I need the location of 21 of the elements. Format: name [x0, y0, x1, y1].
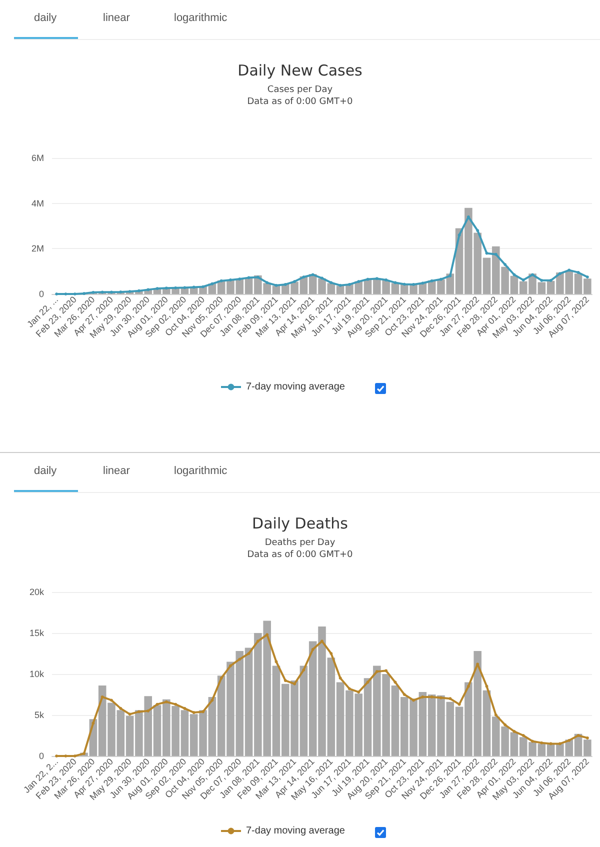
legend-label: 7-day moving average [246, 382, 346, 392]
legend-label: 7-day moving average [246, 826, 346, 836]
y-tick-label: 5k [34, 710, 44, 720]
chart-subtitle: Cases per Day Data as of 0:00 GMT+0 [247, 85, 354, 107]
y-tick-label: 0 [38, 751, 44, 761]
y-tick-label: 4M [31, 198, 44, 208]
y-tick-label: 15k [29, 628, 44, 638]
text: logarithmic [174, 465, 228, 477]
y-tick-label: 2M [31, 244, 44, 254]
text: daily [34, 465, 57, 477]
chart-title: Daily New Cases [238, 62, 363, 80]
chart-title: Daily Deaths [252, 514, 348, 532]
y-tick-label: 10k [29, 669, 44, 679]
text: linear [103, 12, 130, 24]
chart-subtitle: Deaths per Day Data as of 0:00 GMT+0 [247, 538, 354, 560]
text: daily [34, 12, 57, 24]
y-tick-label: 6M [31, 153, 44, 163]
text: linear [103, 465, 130, 477]
y-tick-label: 20k [29, 587, 44, 597]
y-tick-label: 0 [38, 289, 44, 299]
text: logarithmic [174, 12, 228, 24]
